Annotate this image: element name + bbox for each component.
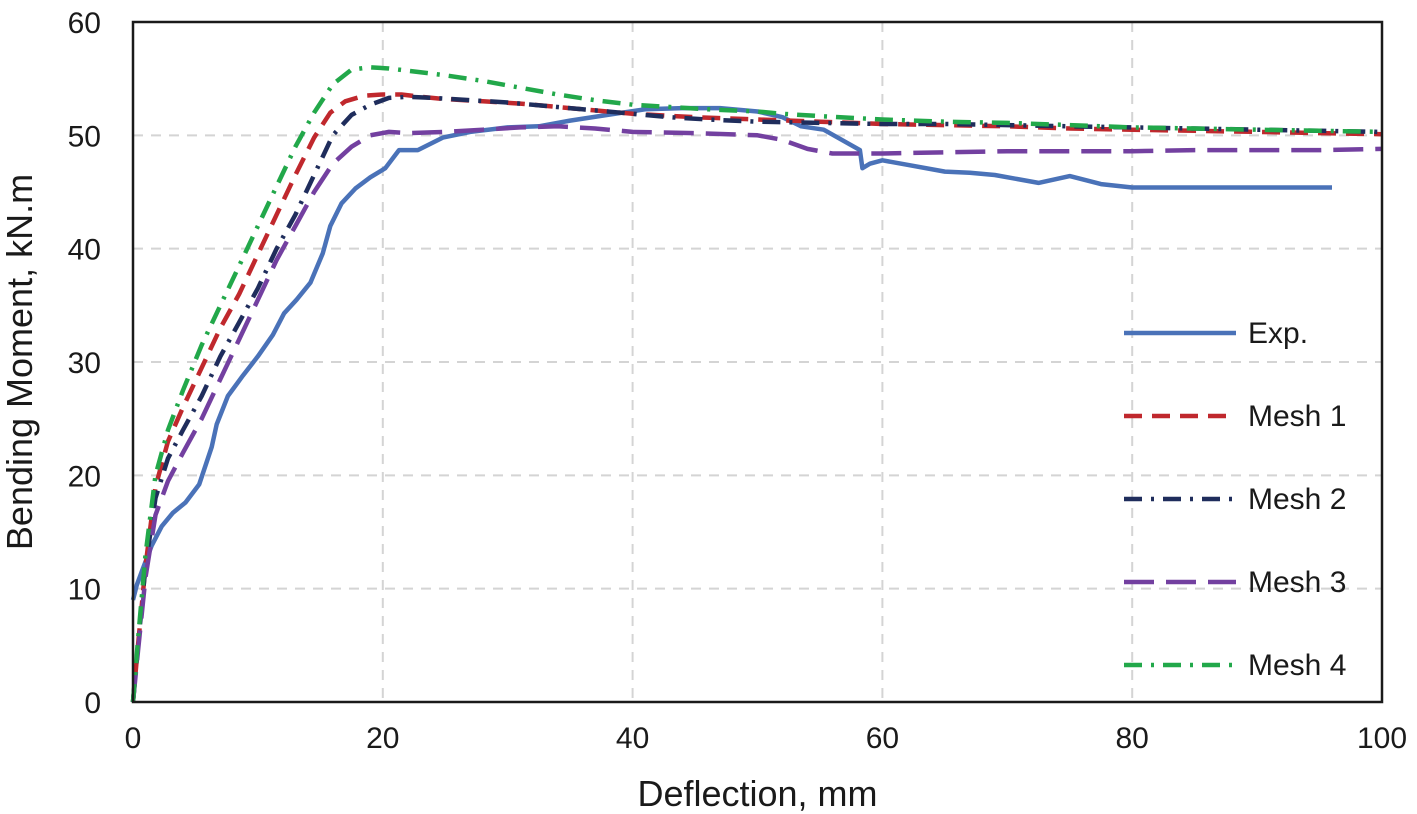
y-tick-label: 0 [84,687,101,720]
y-axis-ticks: 0 10 20 30 40 50 60 [68,7,101,720]
grid-layer [133,22,1382,702]
series-line-4 [130,124,1383,703]
y-tick-label: 50 [68,120,101,153]
series-layer [130,65,1383,703]
x-tick-label: 40 [616,722,649,755]
x-tick-label: 100 [1357,722,1407,755]
x-axis-ticks: 0 20 40 60 80 100 [125,722,1407,755]
x-axis-title: Deflection, mm [637,773,877,814]
series-line-2 [130,92,1383,703]
legend-label: Mesh 4 [1248,649,1346,682]
y-tick-label: 30 [68,347,101,380]
y-axis-title: Bending Moment, kN.m [0,174,40,550]
legend-label: Mesh 2 [1248,483,1346,516]
y-tick-label: 60 [68,7,101,40]
y-tick-label: 20 [68,460,101,493]
series-line-5 [130,65,1383,703]
x-tick-label: 0 [125,722,142,755]
y-tick-label: 40 [68,234,101,267]
y-tick-label: 10 [68,574,101,607]
x-tick-label: 20 [366,722,399,755]
x-tick-label: 80 [1116,722,1149,755]
legend-label: Exp. [1248,317,1308,350]
x-tick-label: 60 [866,722,899,755]
legend: Exp. Mesh 1 Mesh 2 Mesh 3 Mesh 4 [1124,317,1346,682]
legend-label: Mesh 1 [1248,400,1346,433]
legend-label: Mesh 3 [1248,566,1346,599]
plot-frame [131,20,1384,704]
